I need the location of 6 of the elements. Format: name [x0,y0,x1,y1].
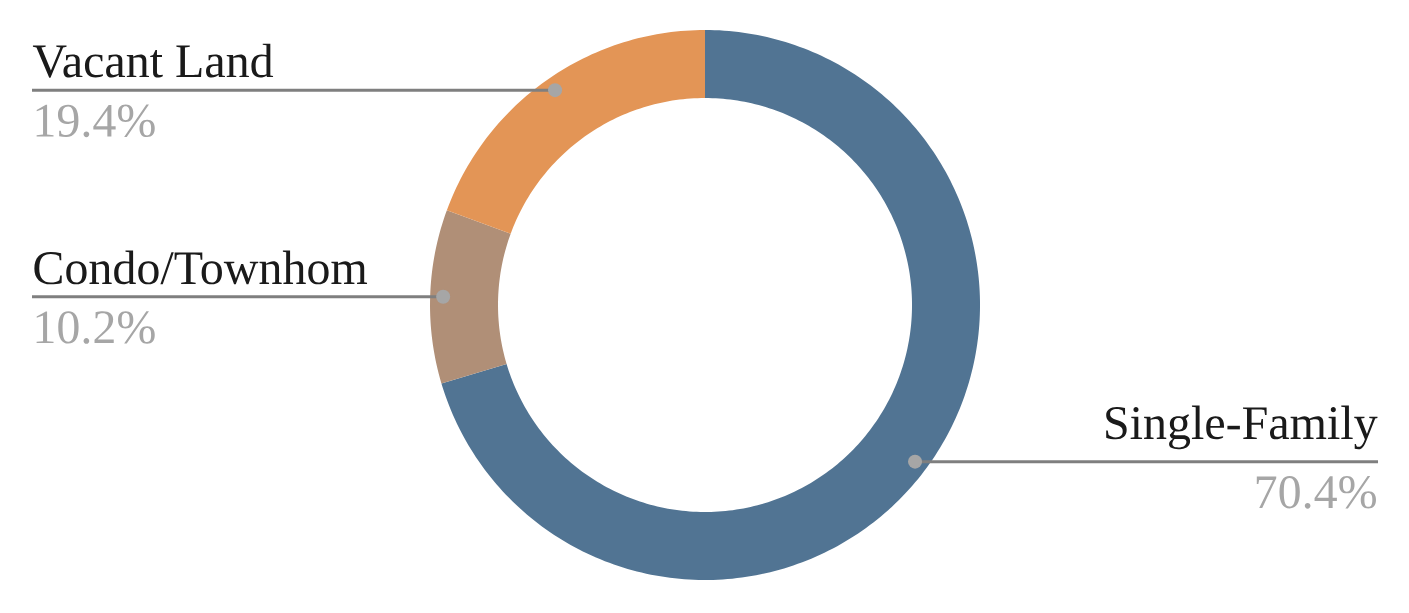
data-label: 70.4% [1256,476,1376,509]
slice-label: Vacant Land [32,43,274,78]
data-label: 10.2% [36,311,155,344]
slice-label: Single-Family [1106,405,1378,450]
slice-label: Condo/Townhom [34,250,368,285]
data-label: 19.4% [36,104,155,138]
